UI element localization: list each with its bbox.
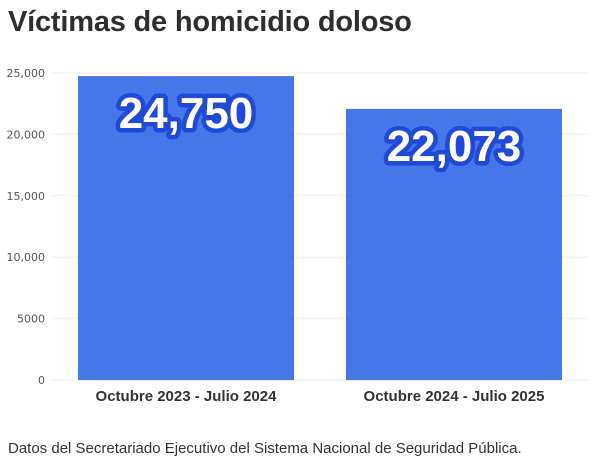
x-tick-label: Octubre 2023 - Julio 2024 — [96, 388, 278, 405]
bar — [346, 108, 562, 381]
y-tick-label: 0 — [38, 374, 45, 387]
y-tick-label: 5000 — [17, 313, 45, 326]
bar — [78, 76, 294, 380]
y-tick-label: 25,000 — [7, 67, 46, 80]
source-note: Datos del Secretariado Ejecutivo del Sis… — [8, 440, 522, 457]
chart-title: Víctimas de homicidio doloso — [8, 6, 412, 38]
data-label: 24,750 — [119, 89, 254, 138]
y-tick-label: 20,000 — [7, 128, 46, 141]
data-label: 22,073 — [387, 122, 522, 171]
x-tick-label: Octubre 2024 - Julio 2025 — [364, 388, 545, 405]
bar-chart: 0 5000 10,000 15,000 20,000 25,000 Octubre 202… — [7, 67, 588, 405]
y-tick-label: 15,000 — [7, 190, 46, 203]
y-tick-label: 10,000 — [7, 251, 46, 264]
